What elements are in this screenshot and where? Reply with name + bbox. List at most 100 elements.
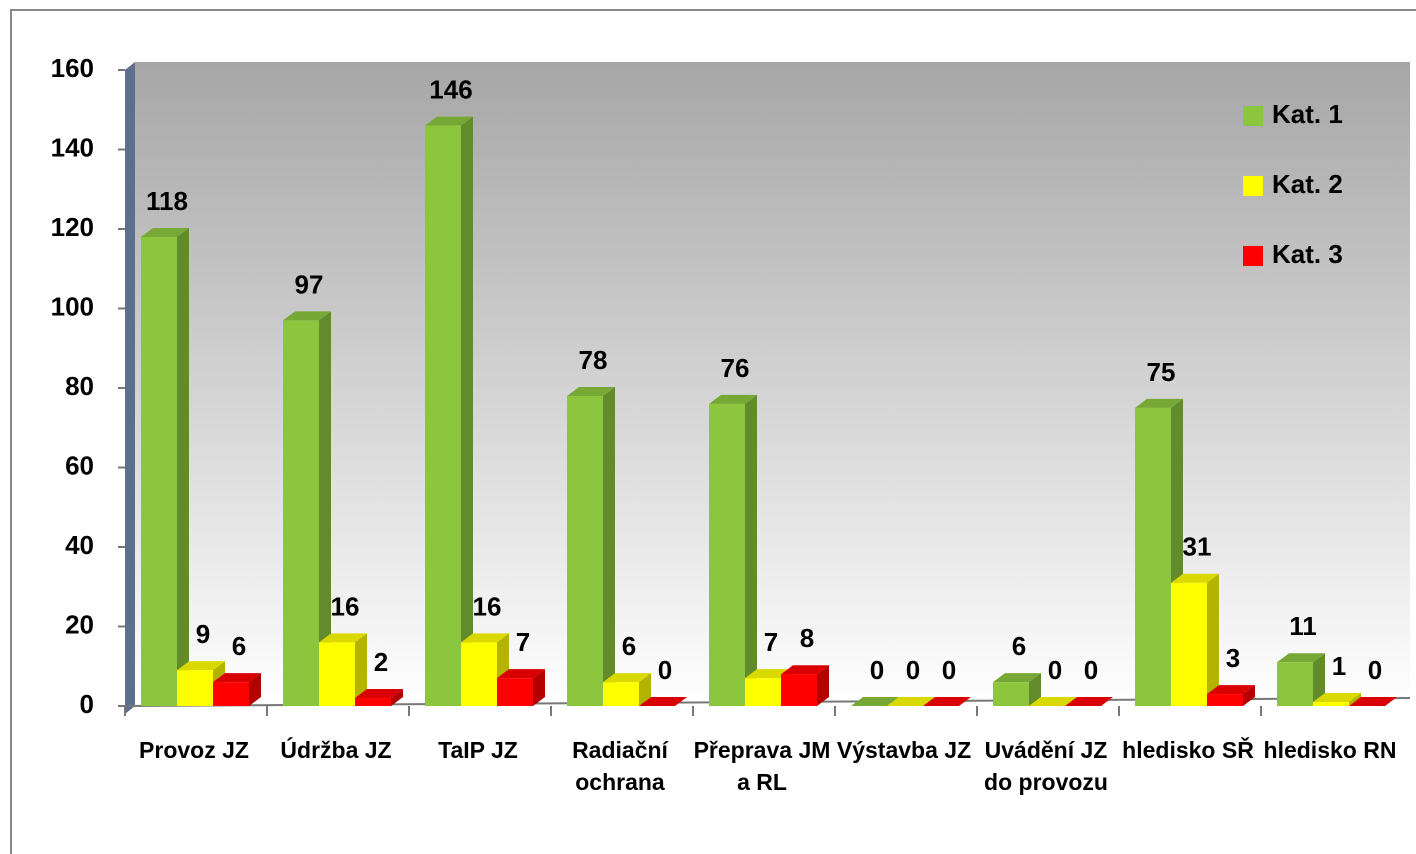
bar-top xyxy=(1207,685,1255,695)
value-label: 0 xyxy=(870,655,884,685)
bar-top xyxy=(603,673,651,683)
bar xyxy=(709,403,745,706)
bar-top xyxy=(923,697,971,706)
bar-top xyxy=(355,689,403,699)
bar xyxy=(283,320,319,706)
bar-side xyxy=(1349,693,1361,706)
value-label: 7 xyxy=(516,627,530,657)
value-label: 1 xyxy=(1332,651,1346,681)
bar-side xyxy=(1207,573,1219,706)
bar-top xyxy=(1277,653,1325,663)
legend-swatch xyxy=(1243,106,1263,126)
bar-top xyxy=(141,227,189,237)
bar-top xyxy=(1313,693,1361,703)
value-label: 31 xyxy=(1183,532,1212,562)
value-label: 75 xyxy=(1147,357,1176,387)
value-label: 9 xyxy=(196,619,210,649)
x-tick-label: Údržba JZ xyxy=(280,737,392,763)
bar-top xyxy=(497,669,545,679)
bar-top xyxy=(887,697,935,706)
bar-top xyxy=(177,661,225,671)
bar xyxy=(425,125,461,706)
bar-top xyxy=(425,116,473,126)
value-label: 76 xyxy=(721,353,750,383)
bar-side xyxy=(817,665,829,706)
bar-top xyxy=(461,633,509,643)
value-label: 7 xyxy=(764,627,778,657)
bar-side xyxy=(319,311,331,706)
y-tick-label: 40 xyxy=(65,530,94,560)
y-tick-label: 80 xyxy=(65,371,94,401)
bar-top xyxy=(639,697,687,706)
side-wall xyxy=(125,62,135,714)
value-label: 16 xyxy=(331,591,360,621)
value-label: 0 xyxy=(658,655,672,685)
value-label: 6 xyxy=(232,631,246,661)
value-label: 97 xyxy=(295,269,324,299)
bar xyxy=(993,682,1029,706)
bar xyxy=(213,682,249,706)
value-label: 0 xyxy=(1048,655,1062,685)
bar-top xyxy=(1349,697,1397,706)
bar-top xyxy=(213,673,261,683)
y-tick-label: 100 xyxy=(51,291,94,321)
frame xyxy=(10,9,1416,854)
value-label: 6 xyxy=(1012,631,1026,661)
bar xyxy=(461,642,497,706)
value-label: 6 xyxy=(622,631,636,661)
bar-top xyxy=(851,697,899,706)
y-tick-label: 140 xyxy=(51,132,94,162)
bar xyxy=(497,678,533,706)
y-tick-label: 20 xyxy=(65,609,94,639)
bar xyxy=(1277,662,1313,706)
bar-top xyxy=(993,673,1041,683)
bar-top xyxy=(319,633,367,643)
value-label: 118 xyxy=(146,186,188,216)
value-label: 78 xyxy=(579,345,608,375)
bar-top xyxy=(709,394,757,404)
x-tick-label: Provoz JZ xyxy=(139,737,249,763)
bar-top xyxy=(1029,697,1077,706)
value-label: 11 xyxy=(1289,611,1317,641)
bar-top xyxy=(1171,573,1219,583)
legend-label: Kat. 2 xyxy=(1272,169,1343,199)
value-label: 16 xyxy=(473,591,502,621)
value-label: 0 xyxy=(906,655,920,685)
bar-side xyxy=(745,394,757,706)
bar-side xyxy=(391,689,403,706)
bar xyxy=(745,678,781,706)
bar-side xyxy=(603,386,615,706)
bar xyxy=(355,698,391,706)
bar-top xyxy=(1135,398,1183,408)
value-label: 0 xyxy=(1084,655,1098,685)
bar xyxy=(603,682,639,706)
x-tick-label: hledisko SŘ xyxy=(1122,737,1254,763)
bar-side xyxy=(249,673,261,706)
x-tick-label: TaIP JZ xyxy=(438,737,518,763)
bar-top xyxy=(1065,697,1113,706)
bar-top xyxy=(567,386,615,396)
y-tick-label: 160 xyxy=(51,53,94,83)
bar xyxy=(1313,702,1349,706)
bar xyxy=(1171,582,1207,706)
bar xyxy=(141,236,177,706)
legend-swatch xyxy=(1243,246,1263,266)
bar xyxy=(567,395,603,706)
y-tick-label: 0 xyxy=(80,689,94,719)
bar xyxy=(781,674,817,706)
bar-side xyxy=(1029,673,1041,706)
legend-label: Kat. 3 xyxy=(1272,239,1343,269)
bar xyxy=(319,642,355,706)
x-tick-label: hledisko RN xyxy=(1263,737,1397,763)
bar xyxy=(177,670,213,706)
bar-side xyxy=(1313,653,1325,706)
bar-top xyxy=(781,665,829,675)
legend-swatch xyxy=(1243,176,1263,196)
bar-side xyxy=(639,673,651,706)
value-label: 8 xyxy=(800,623,814,653)
value-label: 3 xyxy=(1226,643,1240,673)
bar xyxy=(1207,694,1243,706)
bar-side xyxy=(355,633,367,706)
legend-label: Kat. 1 xyxy=(1272,99,1343,129)
